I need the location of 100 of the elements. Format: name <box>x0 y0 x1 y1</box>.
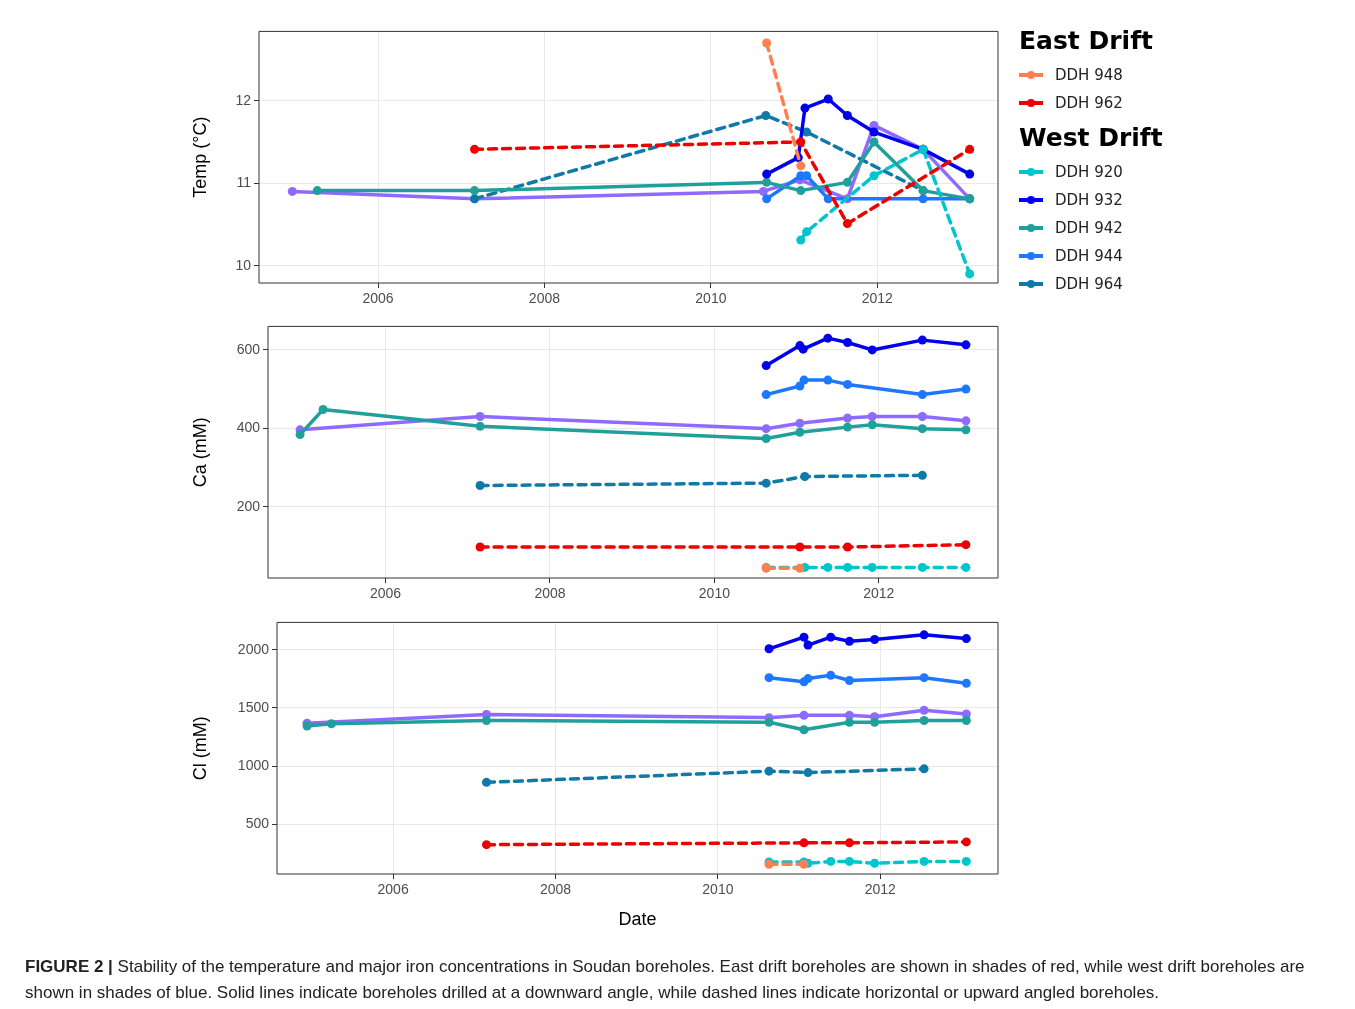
point <box>318 404 328 414</box>
point <box>867 562 877 572</box>
point <box>761 390 771 400</box>
point <box>961 416 971 426</box>
point <box>919 673 929 683</box>
point <box>870 717 880 727</box>
point <box>961 837 971 847</box>
point <box>843 379 853 389</box>
point <box>475 481 485 491</box>
point <box>869 171 879 181</box>
point <box>803 768 813 778</box>
point <box>870 635 880 644</box>
x-tick-label: 2006 <box>369 585 402 602</box>
point <box>799 838 809 848</box>
y-axis-title: Temp (°C) <box>189 116 210 198</box>
point <box>843 562 853 572</box>
point <box>326 719 336 729</box>
x-tick-label: 2012 <box>863 585 895 602</box>
point <box>481 715 491 725</box>
legend-label: DDH 942 <box>1055 219 1123 237</box>
text: West Drift <box>1019 123 1163 152</box>
y-tick-label: 1500 <box>237 698 270 715</box>
y-tick-label: 500 <box>245 815 270 832</box>
point <box>796 235 806 245</box>
x-tick-label: 2008 <box>528 290 561 307</box>
point <box>800 103 810 113</box>
point <box>918 194 928 204</box>
legend-label: DDH 948 <box>1055 66 1123 84</box>
point <box>917 424 927 434</box>
point <box>764 644 774 654</box>
legend-label: DDH 962 <box>1055 94 1123 112</box>
x-tick-label: 2012 <box>864 881 897 898</box>
point <box>961 856 971 866</box>
point <box>470 144 480 154</box>
y-tick-label: 2000 <box>237 640 270 657</box>
point <box>842 219 852 229</box>
point <box>796 137 806 147</box>
y-tick-label: 10 <box>235 256 252 273</box>
x-axis-title: Date <box>618 909 657 930</box>
point <box>761 433 771 443</box>
point <box>799 375 809 385</box>
point <box>844 675 854 685</box>
point <box>803 640 813 650</box>
point <box>823 94 833 104</box>
point <box>843 413 853 423</box>
legend-title: East Drift <box>1019 26 1154 55</box>
point <box>761 111 771 121</box>
y-tick-label: 600 <box>236 340 261 357</box>
legend-label: DDH 920 <box>1055 163 1123 181</box>
point <box>917 412 927 422</box>
point <box>869 137 879 147</box>
point <box>761 361 771 371</box>
point <box>844 838 854 848</box>
point <box>764 766 774 776</box>
x-tick-label: 2010 <box>695 290 727 307</box>
point <box>799 632 809 642</box>
y-tick-label: 400 <box>236 419 261 436</box>
point <box>762 38 772 48</box>
point <box>764 673 774 683</box>
legend-label: DDH 964 <box>1055 275 1123 293</box>
point <box>917 390 927 400</box>
point <box>803 674 813 684</box>
point <box>965 144 975 154</box>
point <box>870 858 880 868</box>
point <box>481 840 491 850</box>
x-tick-label: 2008 <box>534 585 566 602</box>
caption: FIGURE 2 | Stability of the temperature and major iron concentrations in Soudan boreholes. East drift boreholes are shown in shades of red, while west drift boreholes are shown in shades of blue. Solid lines indicate boreholes drilled at a downward angle, while dashed lines indicate horizontal or upward angled boreholes. <box>25 956 1306 1004</box>
point <box>795 542 805 552</box>
point <box>481 777 491 787</box>
point <box>799 710 809 720</box>
point <box>917 562 927 572</box>
point <box>758 186 768 196</box>
point <box>919 764 929 774</box>
point <box>475 412 485 422</box>
point <box>869 127 879 137</box>
point <box>799 725 809 735</box>
point <box>961 384 971 394</box>
point <box>312 186 322 196</box>
point <box>961 340 971 350</box>
point <box>919 856 929 866</box>
point <box>795 418 805 428</box>
point <box>843 422 853 432</box>
point <box>762 177 772 187</box>
point <box>762 169 772 179</box>
point <box>965 169 975 179</box>
point <box>919 715 929 725</box>
point <box>800 472 810 481</box>
point <box>842 177 852 187</box>
point <box>796 161 806 171</box>
point <box>295 430 305 440</box>
x-tick-label: 2010 <box>702 881 734 898</box>
y-tick-label: 1000 <box>237 756 270 773</box>
y-tick-label: 12 <box>235 91 252 108</box>
point <box>796 186 806 196</box>
point <box>802 227 812 237</box>
point <box>965 269 975 279</box>
point <box>823 375 833 385</box>
point <box>802 171 812 181</box>
point <box>844 717 854 727</box>
point <box>843 542 853 552</box>
